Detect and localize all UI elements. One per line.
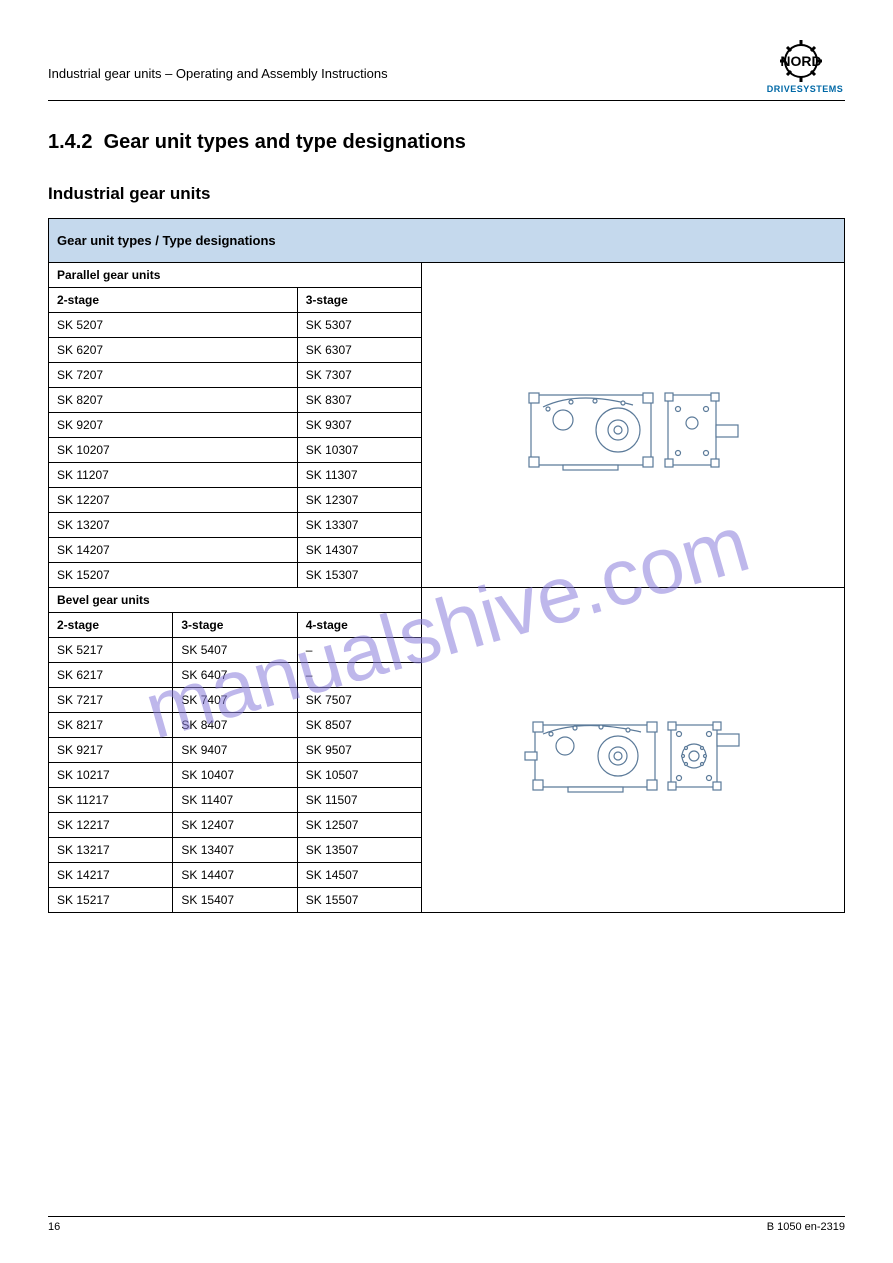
doc-title: Industrial gear units – Operating and As…: [48, 38, 388, 81]
page-number: 16: [48, 1221, 60, 1233]
table-main-header: Gear unit types / Type designations: [49, 219, 845, 263]
logo-subtitle: DRIVESYSTEMS: [765, 84, 845, 94]
table-header-row: Gear unit types / Type designations: [49, 219, 845, 263]
group1-header: Parallel gear units: [49, 263, 845, 288]
brand-logo: NORD DRIVESYSTEMS: [765, 38, 845, 94]
page-footer: 16 B 1050 en-2319: [48, 1216, 845, 1233]
gear-types-table: Gear unit types / Type designations Para…: [48, 218, 845, 913]
section-subtitle: Industrial gear units: [48, 184, 845, 204]
group2-header: Bevel gear units: [49, 588, 845, 613]
bevel-gear-diagram: [422, 588, 845, 913]
page-header: Industrial gear units – Operating and As…: [48, 38, 845, 101]
parallel-gear-diagram: [422, 263, 845, 588]
gear-icon: NORD: [765, 38, 845, 84]
section-number: 1.4.2 Gear unit types and type designati…: [48, 131, 845, 154]
logo-text: NORD: [780, 53, 821, 69]
doc-code: B 1050 en-2319: [767, 1221, 845, 1233]
